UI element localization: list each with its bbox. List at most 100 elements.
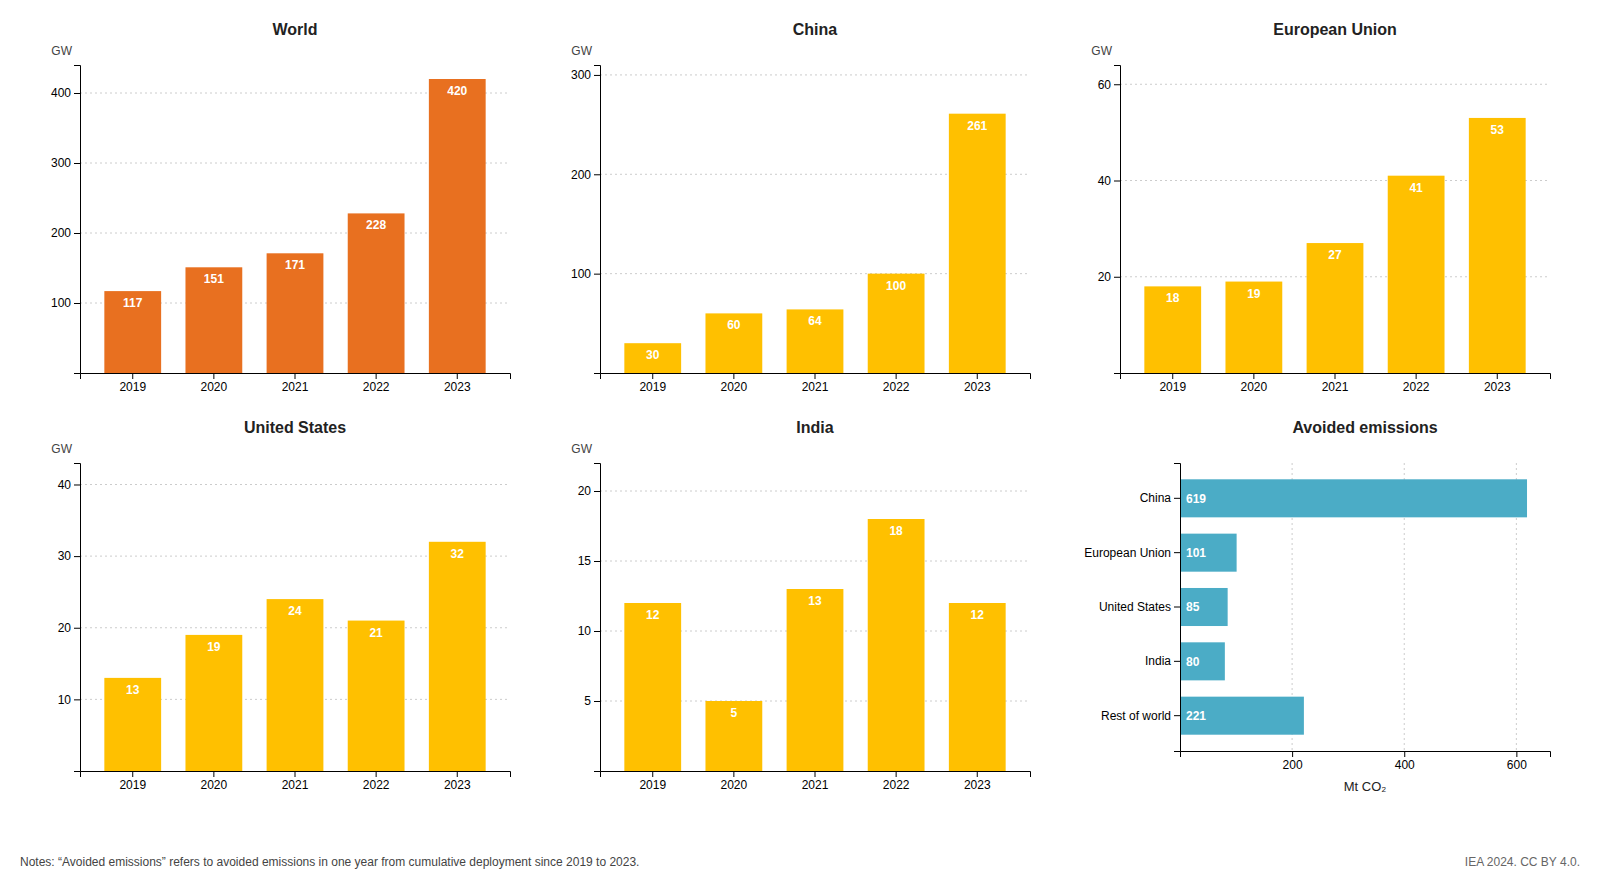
bar	[1388, 176, 1445, 373]
bar	[185, 635, 242, 771]
tick-label: 60	[1098, 78, 1112, 92]
tick-mark	[1174, 661, 1180, 662]
tick-label: 20	[578, 484, 592, 498]
chart-title: Avoided emissions	[1292, 419, 1437, 436]
data-label: 228	[366, 218, 386, 232]
axis-line	[601, 374, 1031, 380]
tick-label: 2019	[119, 778, 146, 792]
tick-label: 2021	[1322, 380, 1349, 394]
data-label: 19	[207, 640, 221, 654]
panel: European Union18192741532019202020212022…	[1091, 21, 1550, 394]
tick-label: 2022	[363, 778, 390, 792]
axis-line	[594, 66, 601, 374]
tick-mark	[652, 373, 653, 379]
tick-label: China	[1140, 491, 1172, 505]
y-axis: ChinaEuropean UnionUnited StatesIndiaRes…	[1084, 464, 1180, 752]
bar	[348, 621, 405, 771]
data-labels: 306064100261	[646, 119, 988, 363]
tick-mark	[815, 771, 816, 777]
tick-mark	[977, 771, 978, 777]
data-label: 18	[1166, 291, 1180, 305]
tick-label: 400	[51, 86, 71, 100]
tick-label: 600	[1507, 758, 1527, 772]
axis-line	[81, 772, 511, 778]
tick-label: 300	[571, 68, 591, 82]
bar	[104, 678, 161, 771]
tick-mark	[1174, 607, 1180, 608]
tick-mark	[132, 771, 133, 777]
tick-mark	[1174, 715, 1180, 716]
tick-mark	[594, 174, 600, 175]
tick-label: 2019	[119, 380, 146, 394]
bar	[624, 603, 681, 771]
data-labels: 6191018580221	[1186, 492, 1206, 723]
tick-mark	[74, 93, 80, 94]
bar	[348, 213, 405, 373]
bar	[868, 519, 925, 771]
tick: 2020	[1241, 373, 1268, 394]
tick: 2020	[721, 373, 748, 394]
tick: 60	[1098, 78, 1120, 92]
y-axis: 5101520	[578, 464, 601, 772]
axis-label: GW	[51, 442, 72, 456]
data-label: 117	[123, 296, 143, 310]
tick: India	[1145, 654, 1180, 668]
tick: 2022	[883, 771, 910, 792]
figure: World11715117122842020192020202120222023…	[0, 0, 1600, 886]
tick-mark	[1114, 84, 1120, 85]
tick-label: 2021	[282, 380, 309, 394]
tick-mark	[594, 631, 600, 632]
grid-line	[600, 74, 1030, 75]
y-axis: 100200300400	[51, 66, 81, 374]
tick: 2019	[639, 373, 666, 394]
chart-title: China	[793, 21, 838, 38]
tick-mark	[376, 373, 377, 379]
x-axis: 20192020202120222023	[601, 771, 1031, 792]
tick-mark	[896, 771, 897, 777]
grid-line	[1120, 84, 1550, 85]
tick-label: 2019	[639, 380, 666, 394]
bar	[267, 599, 324, 771]
y-axis: 100200300	[571, 66, 601, 374]
tick: 2023	[1484, 373, 1511, 394]
tick: 2022	[1403, 373, 1430, 394]
data-label: 5	[731, 706, 738, 720]
tick-label: 15	[578, 554, 592, 568]
tick-label: 2022	[363, 380, 390, 394]
panel: United States131924213220192020202120222…	[51, 419, 510, 792]
tick-label: 2021	[802, 778, 829, 792]
bar	[624, 343, 681, 373]
data-labels: 1819274153	[1166, 123, 1504, 305]
tick-mark	[896, 373, 897, 379]
axis-line	[594, 464, 601, 772]
axis-line	[601, 772, 1031, 778]
bar	[1307, 243, 1364, 373]
tick: 400	[51, 86, 80, 100]
chart-title: India	[796, 419, 833, 436]
tick-label: 40	[1098, 174, 1112, 188]
tick-mark	[1114, 277, 1120, 278]
tick: 30	[58, 549, 80, 563]
tick: 200	[51, 226, 80, 240]
data-label: 80	[1186, 655, 1200, 669]
chart-title: European Union	[1273, 21, 1397, 38]
tick-mark	[74, 699, 80, 700]
tick-mark	[1114, 181, 1120, 182]
data-label: 30	[646, 348, 660, 362]
data-label: 60	[727, 318, 741, 332]
axis-line	[74, 66, 81, 374]
bar	[868, 274, 925, 373]
tick-mark	[74, 556, 80, 557]
tick-mark	[295, 373, 296, 379]
x-axis: 20192020202120222023	[81, 771, 511, 792]
tick-mark	[733, 373, 734, 379]
data-label: 12	[971, 608, 985, 622]
x-axis: 200400600	[1181, 751, 1551, 772]
data-label: 27	[1328, 248, 1342, 262]
tick: 10	[578, 624, 600, 638]
tick-mark	[74, 628, 80, 629]
tick: 2020	[201, 373, 228, 394]
tick: 40	[58, 478, 80, 492]
tick-mark	[1416, 373, 1417, 379]
tick-label: India	[1145, 654, 1171, 668]
